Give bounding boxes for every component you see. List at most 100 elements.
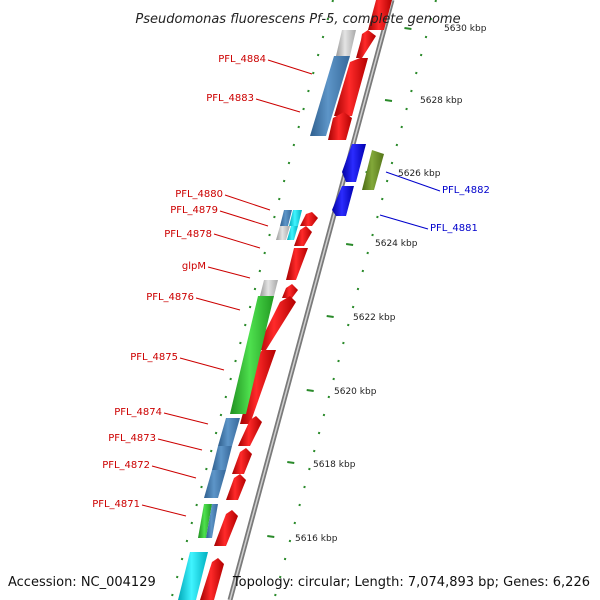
track-dot bbox=[263, 251, 266, 255]
gene-features bbox=[178, 0, 392, 600]
gene-block[interactable] bbox=[230, 296, 274, 414]
track-dot bbox=[308, 467, 311, 471]
track-dot bbox=[434, 0, 437, 3]
track-dot bbox=[273, 215, 276, 219]
track-dot bbox=[195, 503, 198, 507]
gene-label-pfl-4872[interactable]: PFL_4872 bbox=[102, 460, 150, 471]
gene-block[interactable] bbox=[260, 280, 278, 296]
cds-arrow[interactable] bbox=[214, 510, 238, 546]
tick-label: 5630 kbp bbox=[444, 24, 487, 34]
gene-label-pfl-4881[interactable]: PFL_4881 bbox=[430, 223, 478, 234]
gene-label-pfl-4882[interactable]: PFL_4882 bbox=[442, 185, 490, 196]
leader-lines bbox=[141, 59, 441, 517]
gene-label-pfl-4874[interactable]: PFL_4874 bbox=[114, 407, 162, 418]
cds-arrow[interactable] bbox=[282, 284, 298, 298]
cds-arrow[interactable] bbox=[226, 474, 246, 500]
cds-arrow[interactable] bbox=[356, 30, 376, 58]
track-dot bbox=[337, 359, 340, 363]
track-dot bbox=[268, 233, 271, 237]
gene-block[interactable] bbox=[276, 226, 290, 240]
track-dot bbox=[322, 413, 326, 417]
cds-arrow[interactable] bbox=[256, 296, 296, 350]
cds-arrow[interactable] bbox=[200, 558, 224, 600]
gene-block[interactable] bbox=[362, 150, 384, 190]
cds-arrow[interactable] bbox=[238, 416, 262, 446]
track-dot bbox=[219, 413, 223, 417]
track-dot bbox=[258, 269, 262, 273]
track-dot bbox=[282, 179, 286, 183]
track-dot bbox=[288, 539, 292, 543]
gene-block[interactable] bbox=[212, 446, 232, 470]
track-dot bbox=[347, 323, 350, 327]
track-dot bbox=[292, 143, 296, 147]
accession-text: Accession: NC_004129 bbox=[8, 575, 156, 590]
cds-arrow[interactable] bbox=[328, 112, 352, 140]
gene-block[interactable] bbox=[178, 552, 208, 600]
track-dot bbox=[371, 233, 374, 237]
outer-dotted-track bbox=[274, 0, 437, 597]
track-dot bbox=[376, 215, 379, 219]
gene-block[interactable] bbox=[287, 226, 298, 240]
gene-block[interactable] bbox=[289, 210, 302, 226]
track-dot bbox=[175, 575, 179, 579]
track-dot bbox=[356, 287, 360, 291]
gene-block[interactable] bbox=[280, 210, 292, 226]
gene-label-pfl-4884[interactable]: PFL_4884 bbox=[218, 54, 266, 65]
gene-label-pfl-4880[interactable]: PFL_4880 bbox=[175, 189, 223, 200]
gene-label-pfl-4879[interactable]: PFL_4879 bbox=[170, 205, 218, 216]
track-dot bbox=[214, 431, 218, 435]
gene-label-pfl-4875[interactable]: PFL_4875 bbox=[130, 352, 178, 363]
cds-arrow[interactable] bbox=[286, 248, 308, 280]
track-dot bbox=[410, 89, 413, 93]
track-dot bbox=[331, 0, 334, 3]
track-dot bbox=[419, 53, 423, 57]
gene-label-glpm[interactable]: glpM bbox=[182, 261, 206, 272]
track-dot bbox=[200, 485, 203, 489]
genome-summary-text: Topology: circular; Length: 7,074,893 bp… bbox=[232, 575, 590, 590]
cds-arrow[interactable] bbox=[332, 186, 354, 216]
cds-arrow[interactable] bbox=[240, 350, 276, 424]
tick-label: 5616 kbp bbox=[295, 534, 338, 544]
gene-block[interactable] bbox=[206, 504, 218, 538]
track-dot bbox=[287, 161, 291, 165]
track-dot bbox=[385, 179, 389, 183]
gene-label-pfl-4878[interactable]: PFL_4878 bbox=[164, 229, 212, 240]
track-dot bbox=[248, 305, 252, 309]
cds-arrow[interactable] bbox=[334, 58, 368, 116]
gene-block[interactable] bbox=[198, 504, 212, 538]
gene-label-pfl-4883[interactable]: PFL_4883 bbox=[206, 93, 254, 104]
gene-block[interactable] bbox=[218, 418, 240, 446]
track-dot bbox=[244, 323, 247, 327]
gene-label-pfl-4873[interactable]: PFL_4873 bbox=[108, 433, 156, 444]
track-dot bbox=[180, 557, 184, 561]
tick-label: 5624 kbp bbox=[375, 239, 418, 249]
cds-arrow[interactable] bbox=[342, 144, 366, 182]
track-dot bbox=[400, 125, 403, 129]
cds-arrow[interactable] bbox=[294, 226, 312, 246]
gene-label-pfl-4876[interactable]: PFL_4876 bbox=[146, 292, 194, 303]
cds-arrow[interactable] bbox=[300, 212, 318, 226]
track-dot bbox=[253, 287, 257, 291]
track-dot bbox=[332, 377, 335, 381]
track-dot bbox=[283, 557, 287, 561]
ruler-tick bbox=[306, 389, 314, 392]
track-dot bbox=[312, 449, 316, 453]
ruler-tick bbox=[287, 461, 295, 464]
track-dot bbox=[342, 341, 345, 345]
track-dot bbox=[361, 269, 365, 273]
ruler-tick bbox=[384, 99, 393, 102]
tick-label: 5618 kbp bbox=[313, 460, 356, 470]
cds-arrow[interactable] bbox=[368, 0, 392, 30]
gene-block[interactable] bbox=[336, 30, 356, 56]
cds-arrow[interactable] bbox=[232, 448, 252, 474]
gene-label-pfl-4871[interactable]: PFL_4871 bbox=[92, 499, 140, 510]
gene-block[interactable] bbox=[310, 56, 350, 136]
track-dot bbox=[381, 197, 384, 201]
track-dot bbox=[224, 395, 228, 399]
gene-block[interactable] bbox=[204, 470, 226, 498]
gene-labels-left: PFL_4884 PFL_4883 PFL_4880 PFL_4879 PFL_… bbox=[92, 54, 266, 510]
track-dot bbox=[312, 71, 315, 75]
track-dot bbox=[278, 197, 281, 201]
track-dot bbox=[415, 71, 418, 75]
